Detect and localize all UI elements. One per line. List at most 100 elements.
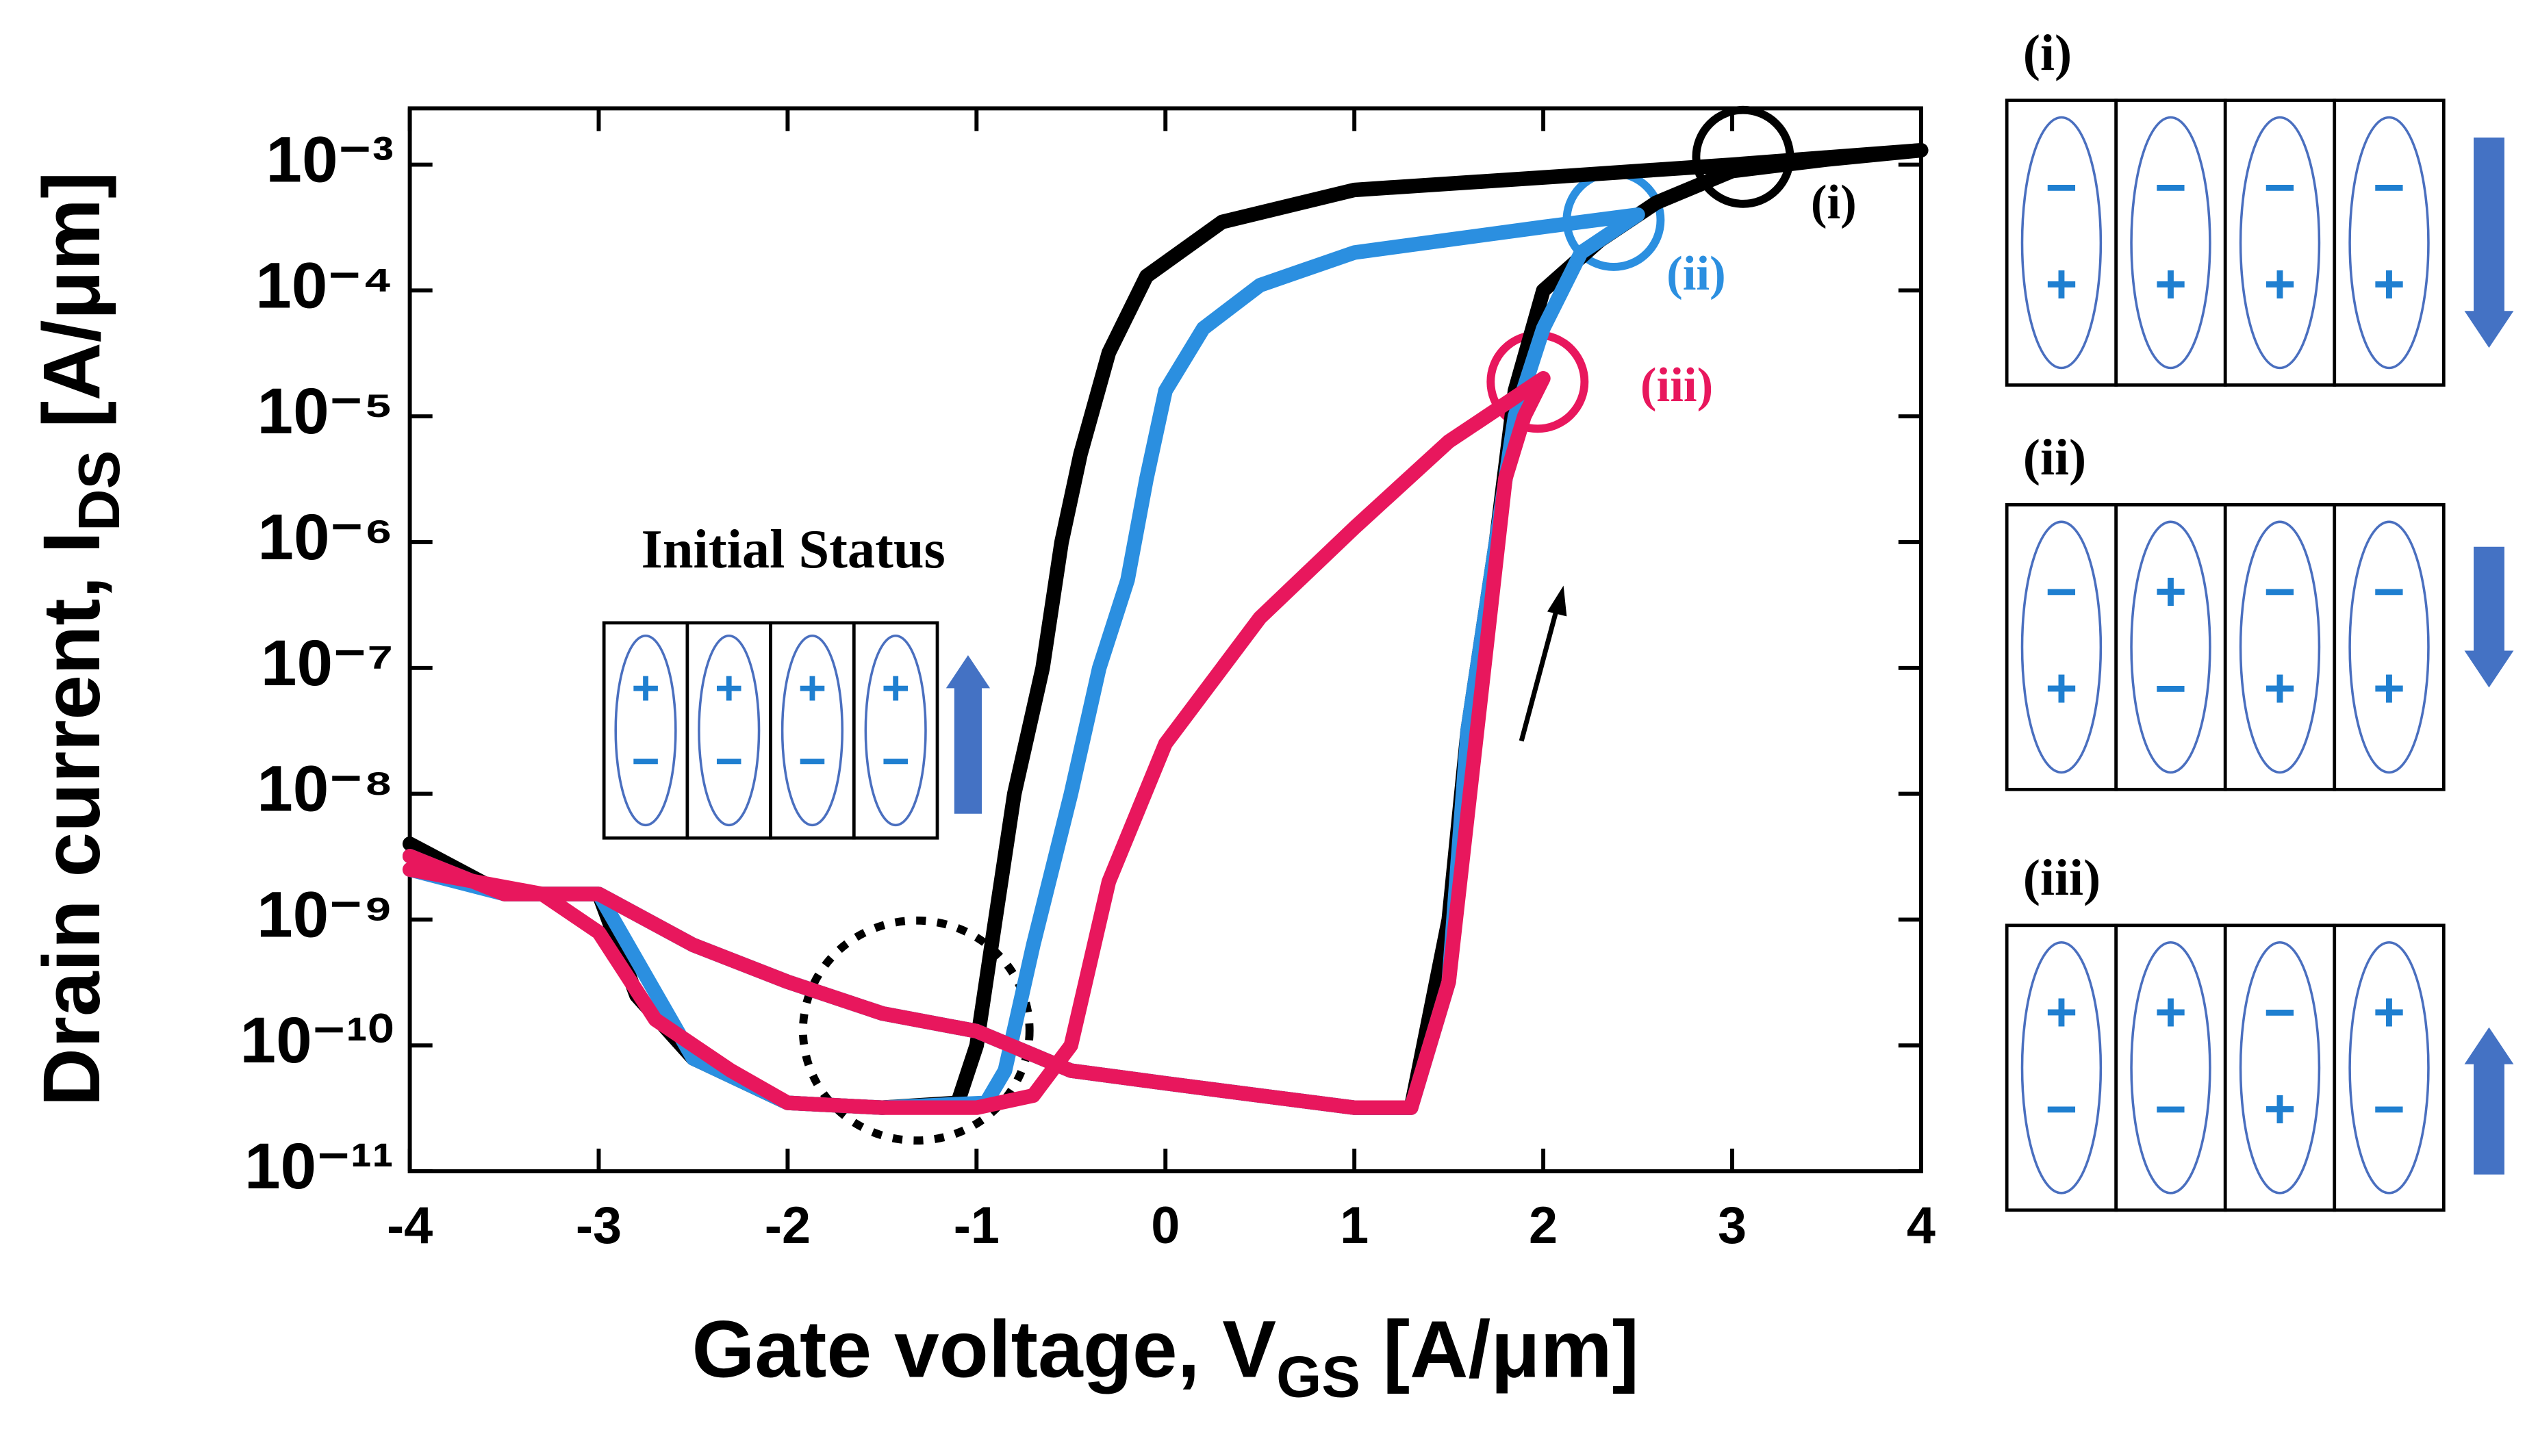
charge-sign: − [2373, 157, 2405, 218]
charge-sign: + [2045, 658, 2077, 719]
polarization-arrow [2464, 1027, 2514, 1175]
y-tick-label: 10⁻¹⁰ [240, 1004, 394, 1077]
charge-sign: − [715, 735, 743, 789]
polarization-arrow [2464, 546, 2514, 688]
dipole [2348, 941, 2430, 1195]
sweep-arrow [1519, 601, 1561, 742]
panel-label: (ii) [2023, 429, 2086, 486]
cell [2114, 502, 2227, 791]
dipole [698, 634, 761, 827]
charge-sign: + [2264, 658, 2296, 719]
dipole [2020, 941, 2103, 1195]
charge-sign: + [2155, 982, 2187, 1043]
cell [2333, 923, 2446, 1212]
charge-sign: + [2373, 982, 2405, 1043]
y-label-part: Drain current, I [27, 531, 117, 1106]
x-label-part: [A/μm] [1360, 1305, 1639, 1395]
charge-sign: − [2264, 157, 2296, 218]
x-label: Gate voltage, VGS [A/μm] [691, 1305, 1639, 1410]
y-tick-label: 10⁻⁴ [255, 249, 394, 322]
charge-sign: + [2373, 253, 2405, 315]
sweep-arrow-head [1547, 585, 1567, 617]
panel-label: (iii) [2023, 850, 2101, 907]
cell [602, 621, 689, 840]
cell [2005, 502, 2118, 791]
x-tick-label: 0 [1151, 1197, 1180, 1255]
annotation: (i) [1811, 176, 1857, 229]
cell [2223, 923, 2337, 1212]
dipole [2348, 520, 2430, 774]
x-label-part: Gate voltage, V [691, 1305, 1276, 1395]
charge-sign: − [2264, 561, 2296, 623]
charge-sign: − [2045, 561, 2077, 623]
charge-sign: + [2264, 1079, 2296, 1140]
charge-sign: + [2045, 982, 2077, 1043]
x-tick-label: 4 [1907, 1197, 1936, 1255]
y-tick-label: 10⁻¹¹ [244, 1130, 394, 1203]
dashed-circle [798, 916, 1034, 1145]
charge-sign: − [2373, 561, 2405, 623]
cell [2005, 923, 2118, 1212]
y-tick-label: 10⁻⁸ [257, 753, 394, 826]
y-label: Drain current, IDS [A/μm] [27, 172, 132, 1107]
charge-sign: + [798, 661, 826, 715]
y-tick-label: 10⁻⁹ [257, 878, 394, 951]
dipole [2239, 116, 2321, 370]
charge-sign: + [881, 661, 909, 715]
charge-sign: − [2155, 157, 2187, 218]
dipole [2130, 116, 2211, 370]
charge-sign: − [2155, 658, 2187, 719]
charge-sign: + [715, 661, 743, 715]
dipole [2020, 116, 2103, 370]
x-tick-label: 1 [1340, 1197, 1369, 1255]
dipole [2020, 520, 2103, 774]
inset-title: Initial Status [642, 519, 946, 580]
cell [685, 621, 772, 840]
dipole [2130, 941, 2211, 1195]
x-tick-label: -1 [954, 1197, 1000, 1255]
charge-sign: + [2155, 561, 2187, 623]
annotation: (iii) [1640, 359, 1713, 412]
x-tick-label: -3 [576, 1197, 622, 1255]
panel-label: (i) [2023, 25, 2072, 81]
charge-sign: + [2155, 253, 2187, 315]
charge-sign: − [631, 735, 659, 789]
dipole [2239, 520, 2321, 774]
annotation: (ii) [1666, 247, 1726, 301]
charge-sign: + [2045, 253, 2077, 315]
dipole [2348, 116, 2430, 370]
charge-sign: + [2264, 253, 2296, 315]
cell [2114, 99, 2227, 387]
y-tick-label: 10⁻⁵ [257, 375, 394, 448]
charge-sign: − [2045, 157, 2077, 218]
charge-sign: + [2373, 658, 2405, 719]
dipole [2130, 520, 2211, 774]
dipole [2239, 941, 2321, 1195]
y-label-part: [A/μm] [27, 172, 117, 450]
charge-sign: + [631, 661, 659, 715]
dipole [864, 634, 927, 827]
cell [2333, 502, 2446, 791]
polarization-arrow [2464, 137, 2514, 348]
cell [2223, 502, 2337, 791]
charge-sign: − [881, 735, 909, 789]
charge-sign: − [2045, 1079, 2077, 1140]
charge-sign: − [2264, 982, 2296, 1043]
cell [2333, 99, 2446, 387]
charge-sign: − [2373, 1079, 2405, 1140]
dipole [781, 634, 844, 827]
charge-sign: − [2155, 1079, 2187, 1140]
cell [852, 621, 939, 840]
y-tick-label: 10⁻⁷ [261, 627, 394, 700]
series-line [402, 371, 1551, 1115]
x-tick-label: 3 [1718, 1197, 1747, 1255]
x-tick-label: -4 [387, 1197, 433, 1255]
charge-sign: − [798, 735, 826, 789]
x-tick-label: -2 [765, 1197, 811, 1255]
polarization-arrow [946, 655, 991, 814]
y-tick-label: 10⁻⁶ [257, 501, 394, 574]
x-label-part: GS [1276, 1345, 1360, 1410]
cell [2005, 99, 2118, 387]
